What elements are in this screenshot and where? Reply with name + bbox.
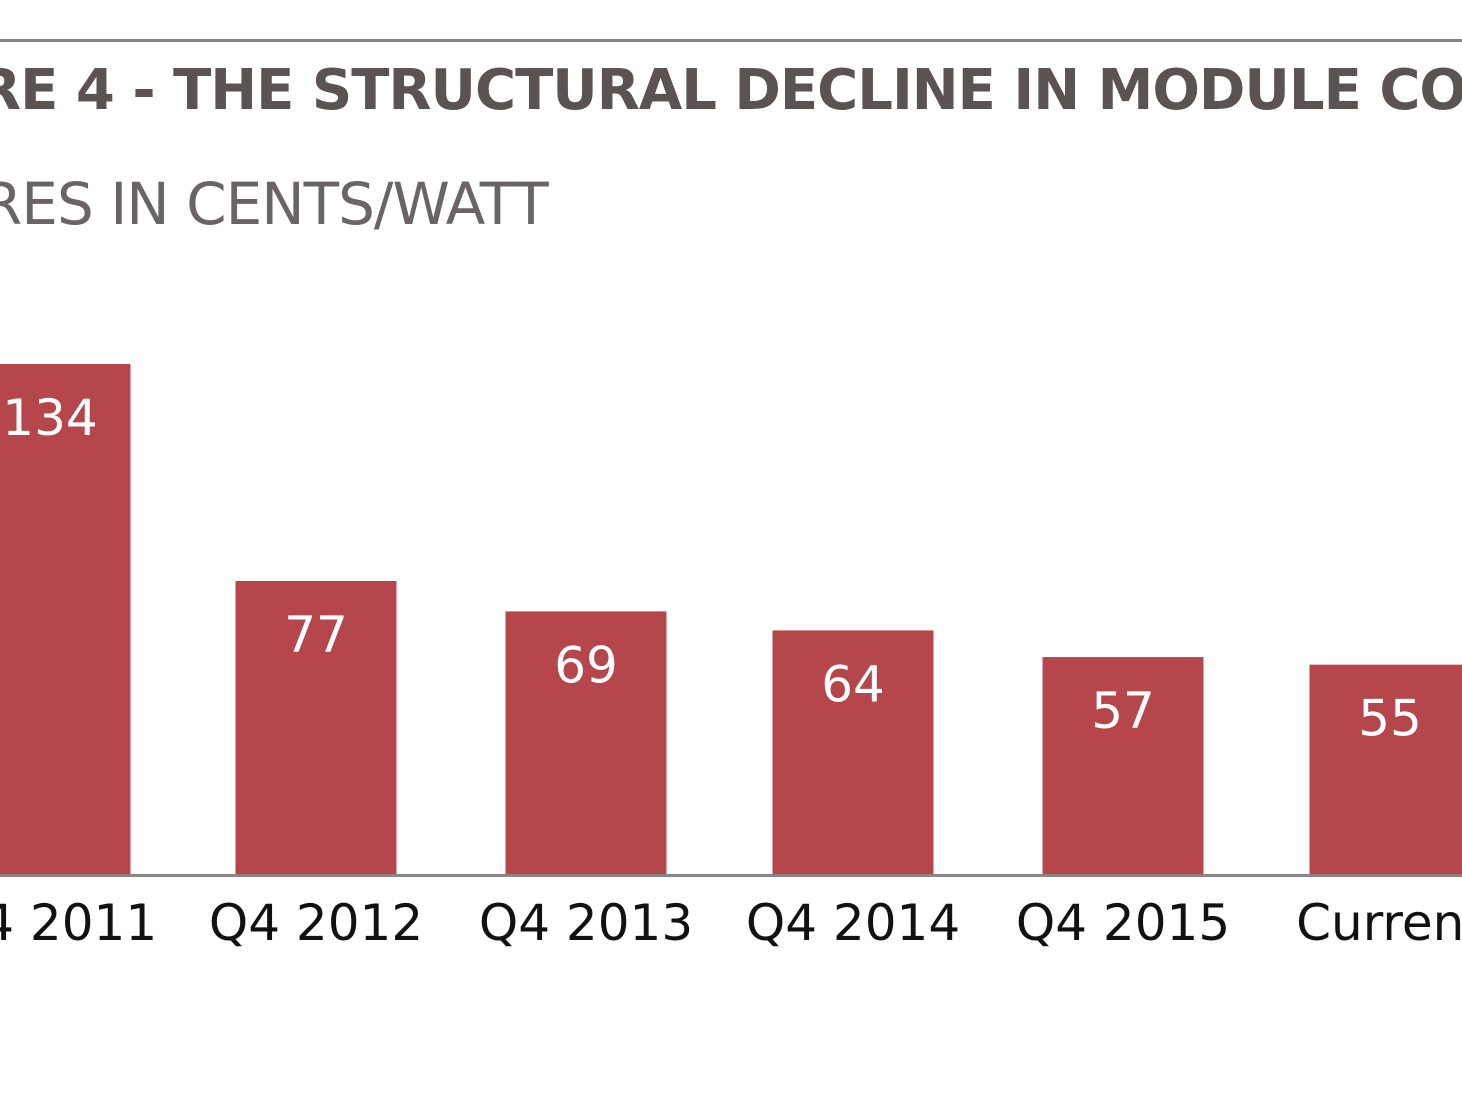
x-tick-label-q4-2014: Q4 2014 (746, 894, 960, 952)
x-tick-label-current: Current (1296, 894, 1462, 952)
x-tick-label-q4-2012: Q4 2012 (209, 894, 423, 952)
bar-q4-2012 (235, 580, 397, 874)
chart-title: RE 4 - THE STRUCTURAL DECLINE IN MODULE … (0, 58, 1462, 123)
bar-value-label-q4-2013: 69 (554, 636, 618, 694)
chart-subtitle: RES IN CENTS/WATT (0, 170, 549, 238)
bar-value-label-current: 55 (1358, 690, 1422, 748)
bar-value-label-q4-2011: 134 (2, 389, 97, 447)
bar-value-label-q4-2012: 77 (284, 606, 348, 664)
labels-layer: 134 Q4 2011 77 Q4 2012 69 Q4 2013 64 Q4 2014 57 Q… (0, 389, 1462, 952)
x-tick-label-q4-2015: Q4 2015 (1016, 894, 1230, 952)
top-rule (0, 39, 1462, 42)
bar-value-label-q4-2014: 64 (821, 655, 885, 713)
bars-layer (0, 364, 1462, 874)
bar-current (1309, 664, 1462, 874)
bar-q4-2015 (1042, 657, 1204, 874)
x-tick-label-q4-2011: Q4 2011 (0, 894, 157, 952)
bar-q4-2011 (0, 364, 131, 874)
bar-q4-2014 (772, 630, 934, 874)
bar-value-label-q4-2015: 57 (1091, 682, 1155, 740)
x-tick-label-q4-2013: Q4 2013 (479, 894, 693, 952)
bar-q4-2013 (505, 611, 667, 874)
